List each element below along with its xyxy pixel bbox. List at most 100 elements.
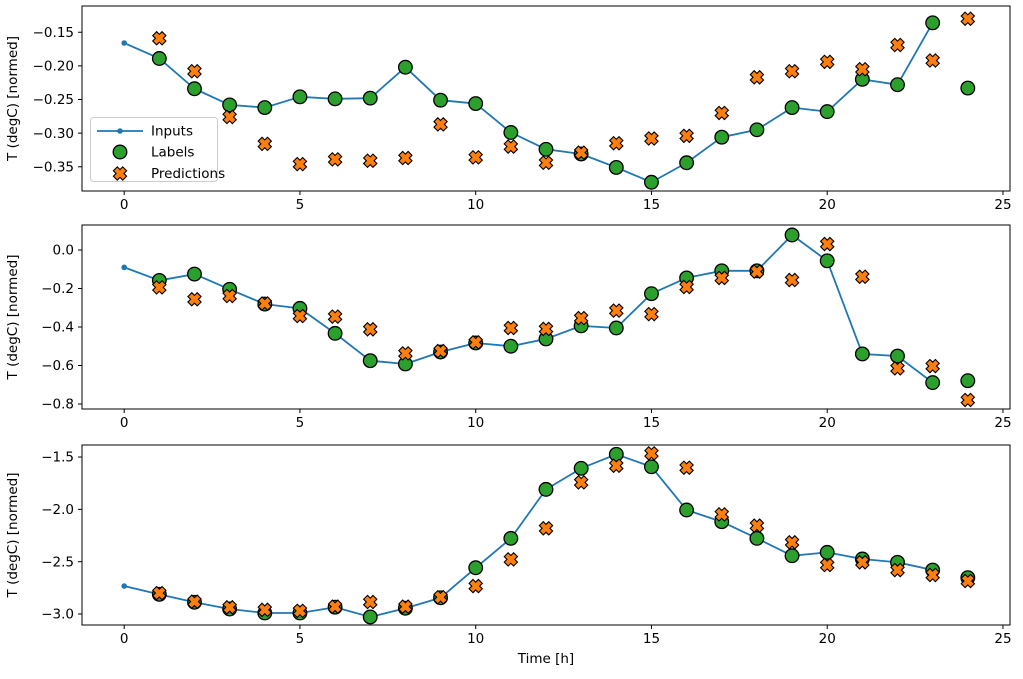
predictions-marker: [749, 264, 765, 279]
labels-marker: [890, 348, 905, 364]
x-tick-label: 10: [467, 415, 484, 431]
legend-label: Predictions: [151, 166, 225, 182]
predictions-marker: [608, 135, 624, 151]
predictions-marker: [362, 321, 378, 337]
labels-marker: [854, 346, 870, 362]
predictions-marker: [187, 594, 202, 610]
labels-marker: [257, 100, 273, 116]
predictions-marker: [854, 61, 870, 77]
predictions-marker: [257, 136, 273, 152]
labels-marker: [573, 460, 589, 476]
y-tick-label: −3.0: [41, 607, 74, 623]
predictions-marker: [573, 145, 589, 161]
labels-marker: [327, 325, 343, 341]
predictions-marker: [292, 308, 308, 324]
labels-marker: [503, 125, 519, 140]
x-tick-label: 15: [643, 631, 660, 647]
predictions-marker: [503, 139, 519, 154]
axes-frame: [81, 444, 1011, 626]
predictions-marker: [749, 69, 765, 85]
predictions-marker: [327, 151, 343, 167]
predictions-marker: [714, 105, 730, 121]
predictions-marker: [784, 534, 800, 550]
predictions-marker: [538, 321, 554, 337]
legend-inputs-dot-sample: [117, 128, 123, 134]
labels-marker: [362, 90, 378, 106]
predictions-marker: [679, 279, 694, 295]
y-tick-label: −0.20: [33, 59, 74, 75]
predictions-marker: [890, 37, 905, 53]
predictions-marker: [433, 343, 448, 359]
x-axis-label: Time [h]: [517, 651, 574, 667]
labels-marker: [468, 96, 484, 111]
predictions-marker: [784, 272, 800, 288]
predictions-marker: [468, 578, 484, 594]
labels-marker: [397, 356, 413, 372]
predictions-marker: [538, 155, 554, 171]
y-axis-label: T (degC) [normed]: [5, 255, 21, 381]
predictions-marker: [538, 520, 554, 536]
x-tick-label: 25: [994, 631, 1011, 647]
labels-marker: [503, 338, 519, 354]
predictions-marker: [327, 599, 343, 615]
predictions-marker: [503, 551, 519, 567]
x-tick-label: 0: [120, 415, 129, 431]
predictions-marker: [222, 599, 238, 615]
predictions-marker: [398, 150, 413, 166]
y-axis-label: T (degC) [normed]: [5, 36, 21, 162]
predictions-marker: [257, 602, 273, 618]
labels-marker: [644, 174, 659, 190]
predictions-marker: [151, 30, 167, 46]
predictions-marker: [573, 474, 589, 490]
y-tick-label: −1.5: [41, 450, 74, 466]
subplot-3: −1.5 −2.0 −2.5 −3.0 0 5 10 15 20 25 T (degC) [norm…: [5, 444, 1012, 667]
predictions-marker: [503, 320, 519, 336]
predictions-marker: [890, 360, 905, 376]
predictions-marker: [222, 109, 238, 125]
axes-frame: [81, 5, 1011, 192]
x-tick-label: 20: [819, 631, 836, 647]
labels-marker: [433, 92, 448, 108]
predictions-marker: [433, 117, 448, 132]
labels-marker: [960, 80, 976, 96]
predictions-marker: [468, 149, 484, 165]
labels-marker: [187, 81, 202, 97]
predictions-marker: [925, 567, 941, 583]
labels-marker: [960, 373, 976, 389]
labels-marker: [644, 459, 659, 475]
labels-marker: [397, 59, 413, 75]
axes-frame: [81, 224, 1011, 410]
predictions-marker: [854, 269, 870, 285]
inputs-point-marker: [121, 40, 127, 46]
inputs-point-marker: [121, 583, 127, 589]
y-tick-label: −0.35: [33, 159, 74, 175]
predictions-marker: [960, 573, 976, 589]
predictions-marker: [890, 562, 905, 578]
labels-marker: [187, 266, 202, 282]
predictions-marker: [925, 358, 941, 374]
y-tick-label: −0.15: [33, 25, 74, 41]
predictions-marker: [644, 445, 659, 461]
predictions-marker: [784, 63, 800, 79]
labels-marker: [362, 609, 378, 625]
y-tick-label: −0.8: [41, 397, 74, 413]
legend-labels-circle-sample: [112, 144, 128, 160]
y-tick-label: −2.0: [41, 502, 74, 518]
inputs-point-marker: [121, 264, 127, 271]
predictions-marker: [819, 557, 835, 573]
labels-marker: [468, 560, 484, 576]
labels-marker: [749, 122, 765, 138]
y-axis-label: T (degC) [normed]: [5, 473, 21, 599]
labels-marker: [644, 286, 659, 302]
labels-marker: [608, 446, 624, 462]
labels-marker: [151, 51, 167, 66]
x-tick-label: 10: [467, 631, 484, 647]
legend: Inputs Labels Predictions: [90, 117, 225, 182]
y-tick-label: −2.5: [41, 554, 74, 570]
labels-marker: [819, 544, 835, 560]
predictions-marker: [362, 594, 378, 610]
legend-label: Labels: [151, 145, 194, 161]
predictions-marker: [573, 310, 589, 326]
